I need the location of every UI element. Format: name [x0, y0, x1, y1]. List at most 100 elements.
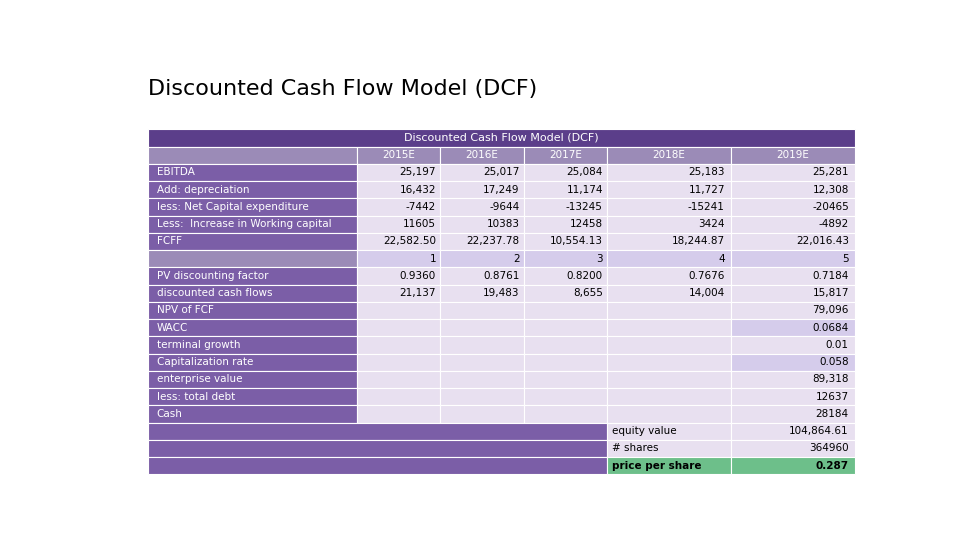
FancyBboxPatch shape [731, 146, 855, 164]
FancyBboxPatch shape [607, 440, 731, 457]
FancyBboxPatch shape [441, 354, 523, 371]
FancyBboxPatch shape [441, 371, 523, 388]
FancyBboxPatch shape [441, 336, 523, 354]
Text: 79,096: 79,096 [812, 306, 849, 315]
Text: 12637: 12637 [816, 392, 849, 402]
Text: 28184: 28184 [816, 409, 849, 419]
FancyBboxPatch shape [731, 233, 855, 250]
FancyBboxPatch shape [523, 250, 607, 267]
FancyBboxPatch shape [607, 388, 731, 406]
Text: 12,308: 12,308 [812, 185, 849, 194]
FancyBboxPatch shape [607, 164, 731, 181]
Text: -4892: -4892 [819, 219, 849, 229]
Text: 4: 4 [718, 254, 725, 264]
FancyBboxPatch shape [523, 181, 607, 198]
FancyBboxPatch shape [523, 285, 607, 302]
Text: 25,281: 25,281 [812, 167, 849, 177]
Text: 10,554.13: 10,554.13 [550, 237, 603, 246]
Text: -13245: -13245 [566, 202, 603, 212]
FancyBboxPatch shape [441, 181, 523, 198]
FancyBboxPatch shape [523, 198, 607, 215]
FancyBboxPatch shape [441, 319, 523, 336]
FancyBboxPatch shape [357, 285, 441, 302]
Text: 11,727: 11,727 [688, 185, 725, 194]
FancyBboxPatch shape [607, 250, 731, 267]
Text: 2016E: 2016E [466, 150, 498, 160]
Text: equity value: equity value [612, 426, 677, 436]
Text: 10383: 10383 [487, 219, 519, 229]
FancyBboxPatch shape [523, 215, 607, 233]
FancyBboxPatch shape [148, 423, 607, 440]
Text: 22,582.50: 22,582.50 [383, 237, 436, 246]
Text: 8,655: 8,655 [573, 288, 603, 298]
FancyBboxPatch shape [148, 198, 357, 215]
FancyBboxPatch shape [607, 371, 731, 388]
FancyBboxPatch shape [607, 198, 731, 215]
FancyBboxPatch shape [441, 388, 523, 406]
Text: 14,004: 14,004 [688, 288, 725, 298]
FancyBboxPatch shape [731, 371, 855, 388]
FancyBboxPatch shape [441, 198, 523, 215]
Text: NPV of FCF: NPV of FCF [156, 306, 213, 315]
Text: 2019E: 2019E [777, 150, 809, 160]
Text: 22,016.43: 22,016.43 [796, 237, 849, 246]
Text: 364960: 364960 [809, 443, 849, 454]
Text: 1: 1 [429, 254, 436, 264]
Text: -15241: -15241 [688, 202, 725, 212]
FancyBboxPatch shape [523, 388, 607, 406]
Text: Cash: Cash [156, 409, 182, 419]
Text: PV discounting factor: PV discounting factor [156, 271, 268, 281]
FancyBboxPatch shape [148, 440, 607, 457]
FancyBboxPatch shape [441, 285, 523, 302]
FancyBboxPatch shape [731, 423, 855, 440]
FancyBboxPatch shape [731, 215, 855, 233]
Text: Less:  Increase in Working capital: Less: Increase in Working capital [156, 219, 331, 229]
FancyBboxPatch shape [607, 457, 731, 474]
Text: 11,174: 11,174 [566, 185, 603, 194]
Text: 21,137: 21,137 [399, 288, 436, 298]
Text: 0.8761: 0.8761 [483, 271, 519, 281]
FancyBboxPatch shape [148, 129, 855, 146]
Text: 2018E: 2018E [653, 150, 685, 160]
Text: terminal growth: terminal growth [156, 340, 240, 350]
FancyBboxPatch shape [607, 267, 731, 285]
FancyBboxPatch shape [607, 302, 731, 319]
FancyBboxPatch shape [357, 388, 441, 406]
Text: FCFF: FCFF [156, 237, 181, 246]
Text: Add: depreciation: Add: depreciation [156, 185, 249, 194]
FancyBboxPatch shape [523, 371, 607, 388]
FancyBboxPatch shape [148, 371, 357, 388]
Text: 2017E: 2017E [549, 150, 582, 160]
FancyBboxPatch shape [148, 233, 357, 250]
FancyBboxPatch shape [357, 336, 441, 354]
Text: -7442: -7442 [406, 202, 436, 212]
Text: -20465: -20465 [812, 202, 849, 212]
Text: 0.7184: 0.7184 [812, 271, 849, 281]
Text: 11605: 11605 [403, 219, 436, 229]
FancyBboxPatch shape [607, 181, 731, 198]
Text: 25,197: 25,197 [399, 167, 436, 177]
FancyBboxPatch shape [731, 181, 855, 198]
FancyBboxPatch shape [731, 198, 855, 215]
FancyBboxPatch shape [357, 406, 441, 423]
Text: less: total debt: less: total debt [156, 392, 235, 402]
Text: # shares: # shares [612, 443, 659, 454]
FancyBboxPatch shape [357, 233, 441, 250]
FancyBboxPatch shape [357, 371, 441, 388]
FancyBboxPatch shape [523, 302, 607, 319]
FancyBboxPatch shape [148, 181, 357, 198]
FancyBboxPatch shape [607, 354, 731, 371]
FancyBboxPatch shape [148, 457, 607, 474]
FancyBboxPatch shape [523, 319, 607, 336]
Text: 22,237.78: 22,237.78 [467, 237, 519, 246]
Text: 2015E: 2015E [382, 150, 415, 160]
FancyBboxPatch shape [441, 215, 523, 233]
Text: 0.8200: 0.8200 [566, 271, 603, 281]
FancyBboxPatch shape [731, 267, 855, 285]
Text: enterprise value: enterprise value [156, 374, 242, 384]
FancyBboxPatch shape [357, 181, 441, 198]
FancyBboxPatch shape [731, 164, 855, 181]
FancyBboxPatch shape [731, 319, 855, 336]
Text: 25,084: 25,084 [566, 167, 603, 177]
FancyBboxPatch shape [148, 146, 357, 164]
